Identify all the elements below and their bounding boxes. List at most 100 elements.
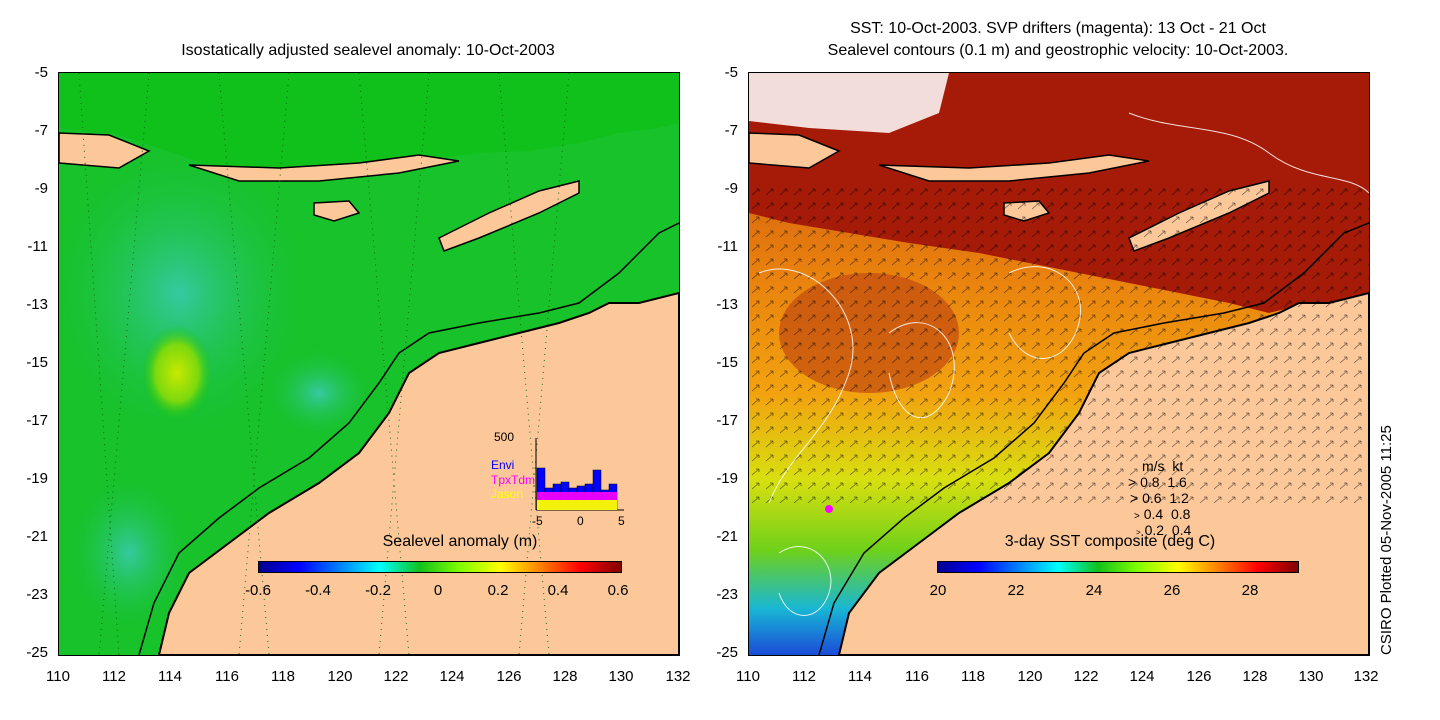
right-xtick: 126 — [1186, 668, 1212, 685]
left-xtick: 132 — [665, 668, 691, 685]
right-cbar-tick: 26 — [1163, 582, 1181, 599]
histogram-ymax-label: 500 — [494, 430, 515, 444]
cloud-masked-region — [749, 73, 949, 133]
histogram-inset — [534, 438, 624, 512]
left-ytick: -21 — [26, 528, 48, 545]
right-ytick: -11 — [717, 238, 738, 255]
left-cbar-tick: -0.2 — [365, 582, 391, 599]
right-colorbar — [937, 561, 1299, 573]
right-ytick: -15 — [716, 354, 738, 371]
legend-ms: 0.4 — [1143, 506, 1164, 522]
left-ytick: -17 — [26, 412, 48, 429]
histogram-legend-envi: Envi — [491, 458, 515, 472]
java-island — [59, 132, 151, 169]
left-ytick: -13 — [26, 296, 48, 313]
legend-kt: 1.2 — [1169, 490, 1189, 506]
lesser-sunda-island — [188, 154, 460, 182]
left-xtick: 122 — [383, 668, 409, 685]
left-colorbar — [258, 561, 622, 573]
left-xtick: 124 — [439, 668, 465, 685]
right-xtick: 112 — [792, 668, 816, 685]
velocity-legend-row: > 0.4 0.8 — [1134, 506, 1190, 522]
left-cbar-tick: 0 — [433, 582, 443, 599]
java-island — [749, 132, 841, 169]
left-ytick: -23 — [26, 586, 48, 603]
right-ytick: -23 — [716, 586, 738, 603]
left-cbar-tick: 0.4 — [547, 582, 569, 599]
left-colorbar-label: Sealevel anomaly (m) — [382, 533, 538, 550]
legend-ms: 0.2 — [1144, 522, 1165, 538]
left-xtick: 130 — [608, 668, 634, 685]
lesser-sunda-island — [878, 154, 1150, 182]
left-ytick: -11 — [27, 238, 48, 255]
legend-ms: 0.8 — [1140, 474, 1160, 490]
right-ytick: -13 — [716, 296, 738, 313]
legend-header-kt: kt — [1172, 458, 1184, 474]
left-ytick: -9 — [34, 180, 48, 197]
left-ytick: -19 — [26, 470, 48, 487]
right-xtick: 118 — [961, 668, 985, 685]
left-cbar-tick: 0.2 — [487, 582, 509, 599]
right-xtick: 128 — [1242, 668, 1268, 685]
right-cbar-tick: 22 — [1007, 582, 1025, 599]
left-ytick: -5 — [34, 64, 48, 81]
right-cbar-tick: 24 — [1085, 582, 1103, 599]
left-xtick: 118 — [271, 668, 295, 685]
plot-credit: CSIRO Plotted 05-Nov-2005 11:25 — [1378, 425, 1395, 655]
legend-header-ms: m/s — [1142, 458, 1165, 474]
legend-kt: 0.4 — [1171, 522, 1192, 538]
legend-kt: 0.8 — [1170, 506, 1191, 522]
left-ytick: -7 — [34, 122, 48, 139]
histogram-xtick: -5 — [532, 514, 543, 528]
right-colorbar-label: 3-day SST composite (deg C) — [1004, 533, 1216, 550]
right-ytick: -9 — [724, 180, 738, 197]
svp-drifter-track — [825, 505, 833, 513]
left-xtick: 110 — [46, 668, 70, 685]
arrow-icon: > — [1136, 528, 1141, 537]
histogram-legend-jason: Jason — [491, 487, 524, 501]
histogram-legend-tpxtdm: TpxTdm — [491, 473, 536, 487]
left-xtick: 120 — [327, 668, 353, 685]
yellow-anomaly-peak — [141, 325, 213, 421]
sealevel-anomaly-map — [58, 72, 680, 656]
velocity-legend-row: > 0.6 1.2 — [1130, 490, 1189, 506]
right-xtick: 116 — [905, 668, 929, 685]
right-xtick: 124 — [1129, 668, 1155, 685]
right-ytick: -5 — [724, 64, 738, 81]
velocity-legend-header: m/s kt — [1142, 458, 1183, 474]
sealevel-contours — [758, 112, 1369, 616]
left-panel-title: Isostatically adjusted sealevel anomaly:… — [181, 42, 555, 59]
right-ytick: -19 — [716, 470, 738, 487]
right-xtick: 122 — [1073, 668, 1099, 685]
sumba-island — [313, 200, 361, 222]
cyan-anomaly-region — [259, 343, 379, 443]
left-xtick: 126 — [496, 668, 522, 685]
histogram-xtick: 5 — [618, 514, 625, 528]
geostrophic-velocity-arrows — [749, 183, 1369, 503]
arrow-icon: > — [1130, 490, 1139, 506]
legend-ms: 0.6 — [1142, 490, 1162, 506]
right-xtick: 132 — [1353, 668, 1379, 685]
right-xtick: 110 — [736, 668, 760, 685]
left-ytick: -15 — [26, 354, 48, 371]
left-cbar-tick: -0.4 — [305, 582, 331, 599]
left-xtick: 116 — [215, 668, 239, 685]
right-ytick: -17 — [716, 412, 738, 429]
left-xtick: 128 — [552, 668, 578, 685]
legend-kt: 1.6 — [1167, 474, 1187, 490]
right-cbar-tick: 20 — [929, 582, 947, 599]
right-xtick: 130 — [1298, 668, 1324, 685]
arrow-icon: > — [1134, 511, 1140, 522]
left-xtick: 112 — [102, 668, 126, 685]
velocity-legend-row: > 0.8 1.6 — [1128, 474, 1187, 490]
cyan-anomaly-region — [59, 463, 199, 643]
right-panel-title-line1: SST: 10-Oct-2003. SVP drifters (magenta)… — [850, 20, 1266, 37]
timor-island — [438, 180, 580, 252]
island-chain — [59, 73, 679, 178]
right-xtick: 120 — [1017, 668, 1043, 685]
right-ytick: -21 — [716, 528, 738, 545]
left-cbar-tick: -0.6 — [245, 582, 271, 599]
right-ytick: -7 — [724, 122, 738, 139]
histogram-xtick: 0 — [577, 514, 584, 528]
right-ytick: -25 — [716, 644, 738, 661]
